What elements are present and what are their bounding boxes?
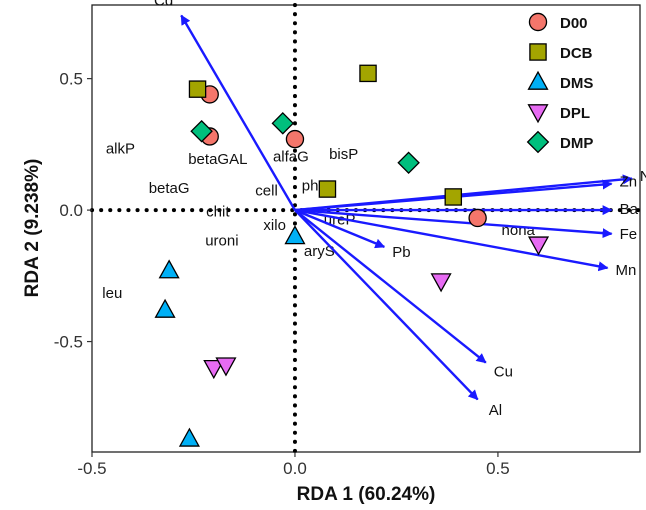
- legend-label: DMP: [560, 135, 593, 152]
- vector-arrow: [294, 209, 487, 364]
- vector-label: Cd: [154, 0, 173, 10]
- data-point: [468, 208, 487, 228]
- variable-label: uroni: [205, 233, 238, 250]
- data-point: [203, 360, 225, 380]
- variable-label: bisP: [329, 146, 358, 163]
- vector-label: Ba: [620, 201, 639, 218]
- data-point: [527, 236, 550, 256]
- vector-arrow: [294, 209, 479, 401]
- vector-label: Fe: [620, 226, 638, 243]
- variable-label: cell: [255, 183, 278, 200]
- variable-label: betaGAL: [188, 151, 247, 168]
- variable-label: aryS: [304, 243, 335, 260]
- y-tick-label: 0.5: [59, 70, 83, 89]
- data-point: [318, 180, 337, 198]
- legend-key: [528, 12, 548, 32]
- legend-label: DMS: [560, 75, 593, 92]
- x-tick-label: 0.0: [283, 459, 307, 478]
- variable-label: alfaG: [273, 148, 309, 165]
- legend-label: DCB: [560, 45, 593, 62]
- y-axis-title: RDA 2 (9.238%): [22, 159, 43, 298]
- data-point: [359, 64, 377, 83]
- variable-label: chit: [206, 204, 230, 221]
- legend-key: [529, 43, 547, 61]
- x-tick-label: 0.5: [486, 459, 510, 478]
- vector-label: Ni: [640, 168, 646, 185]
- data-point: [158, 259, 180, 279]
- vector-label: Al: [489, 402, 502, 419]
- vector-arrow: [294, 208, 386, 249]
- vector-label: Cu: [494, 364, 513, 381]
- x-tick-label: -0.5: [77, 459, 106, 478]
- legend-label: D00: [560, 15, 588, 32]
- variable-label: xilo: [263, 217, 286, 234]
- data-point: [444, 188, 463, 206]
- data-point: [178, 427, 200, 447]
- data-point: [285, 129, 305, 149]
- legend-label: DPL: [560, 105, 590, 122]
- legend-key: [526, 130, 550, 154]
- legend-key: [527, 104, 549, 124]
- vector-label: Zn: [620, 173, 638, 190]
- vector-arrow: [294, 208, 609, 272]
- vector-label: Mn: [616, 262, 637, 279]
- variable-label: alkP: [106, 141, 135, 158]
- data-point: [154, 298, 176, 318]
- y-tick-label: -0.5: [54, 333, 83, 352]
- legend: D00 DCB DMS DPL DMP: [526, 12, 593, 154]
- x-axis-title: RDA 1 (60.24%): [297, 484, 436, 505]
- data-point: [188, 80, 207, 98]
- sample-points: [154, 64, 550, 447]
- y-tick-label: 0.0: [59, 201, 83, 220]
- data-point: [397, 151, 420, 175]
- data-point: [271, 112, 295, 135]
- environment-vectors: Cd NiZn Ba Fe Mn Cu Al Pb: [154, 0, 646, 419]
- vector-arrow: [180, 14, 296, 211]
- legend-key: [527, 70, 549, 90]
- data-point: [430, 273, 452, 293]
- data-point: [215, 357, 237, 377]
- axis-ticks: -0.5 0.0 0.5 0.5 0.0 -0.5: [54, 70, 510, 478]
- vector-arrow: [294, 208, 613, 239]
- vector-label: Pb: [392, 244, 410, 261]
- data-point: [190, 119, 213, 143]
- data-point: [284, 225, 306, 245]
- variable-label: betaG: [149, 180, 190, 197]
- variable-label: leu: [102, 285, 122, 302]
